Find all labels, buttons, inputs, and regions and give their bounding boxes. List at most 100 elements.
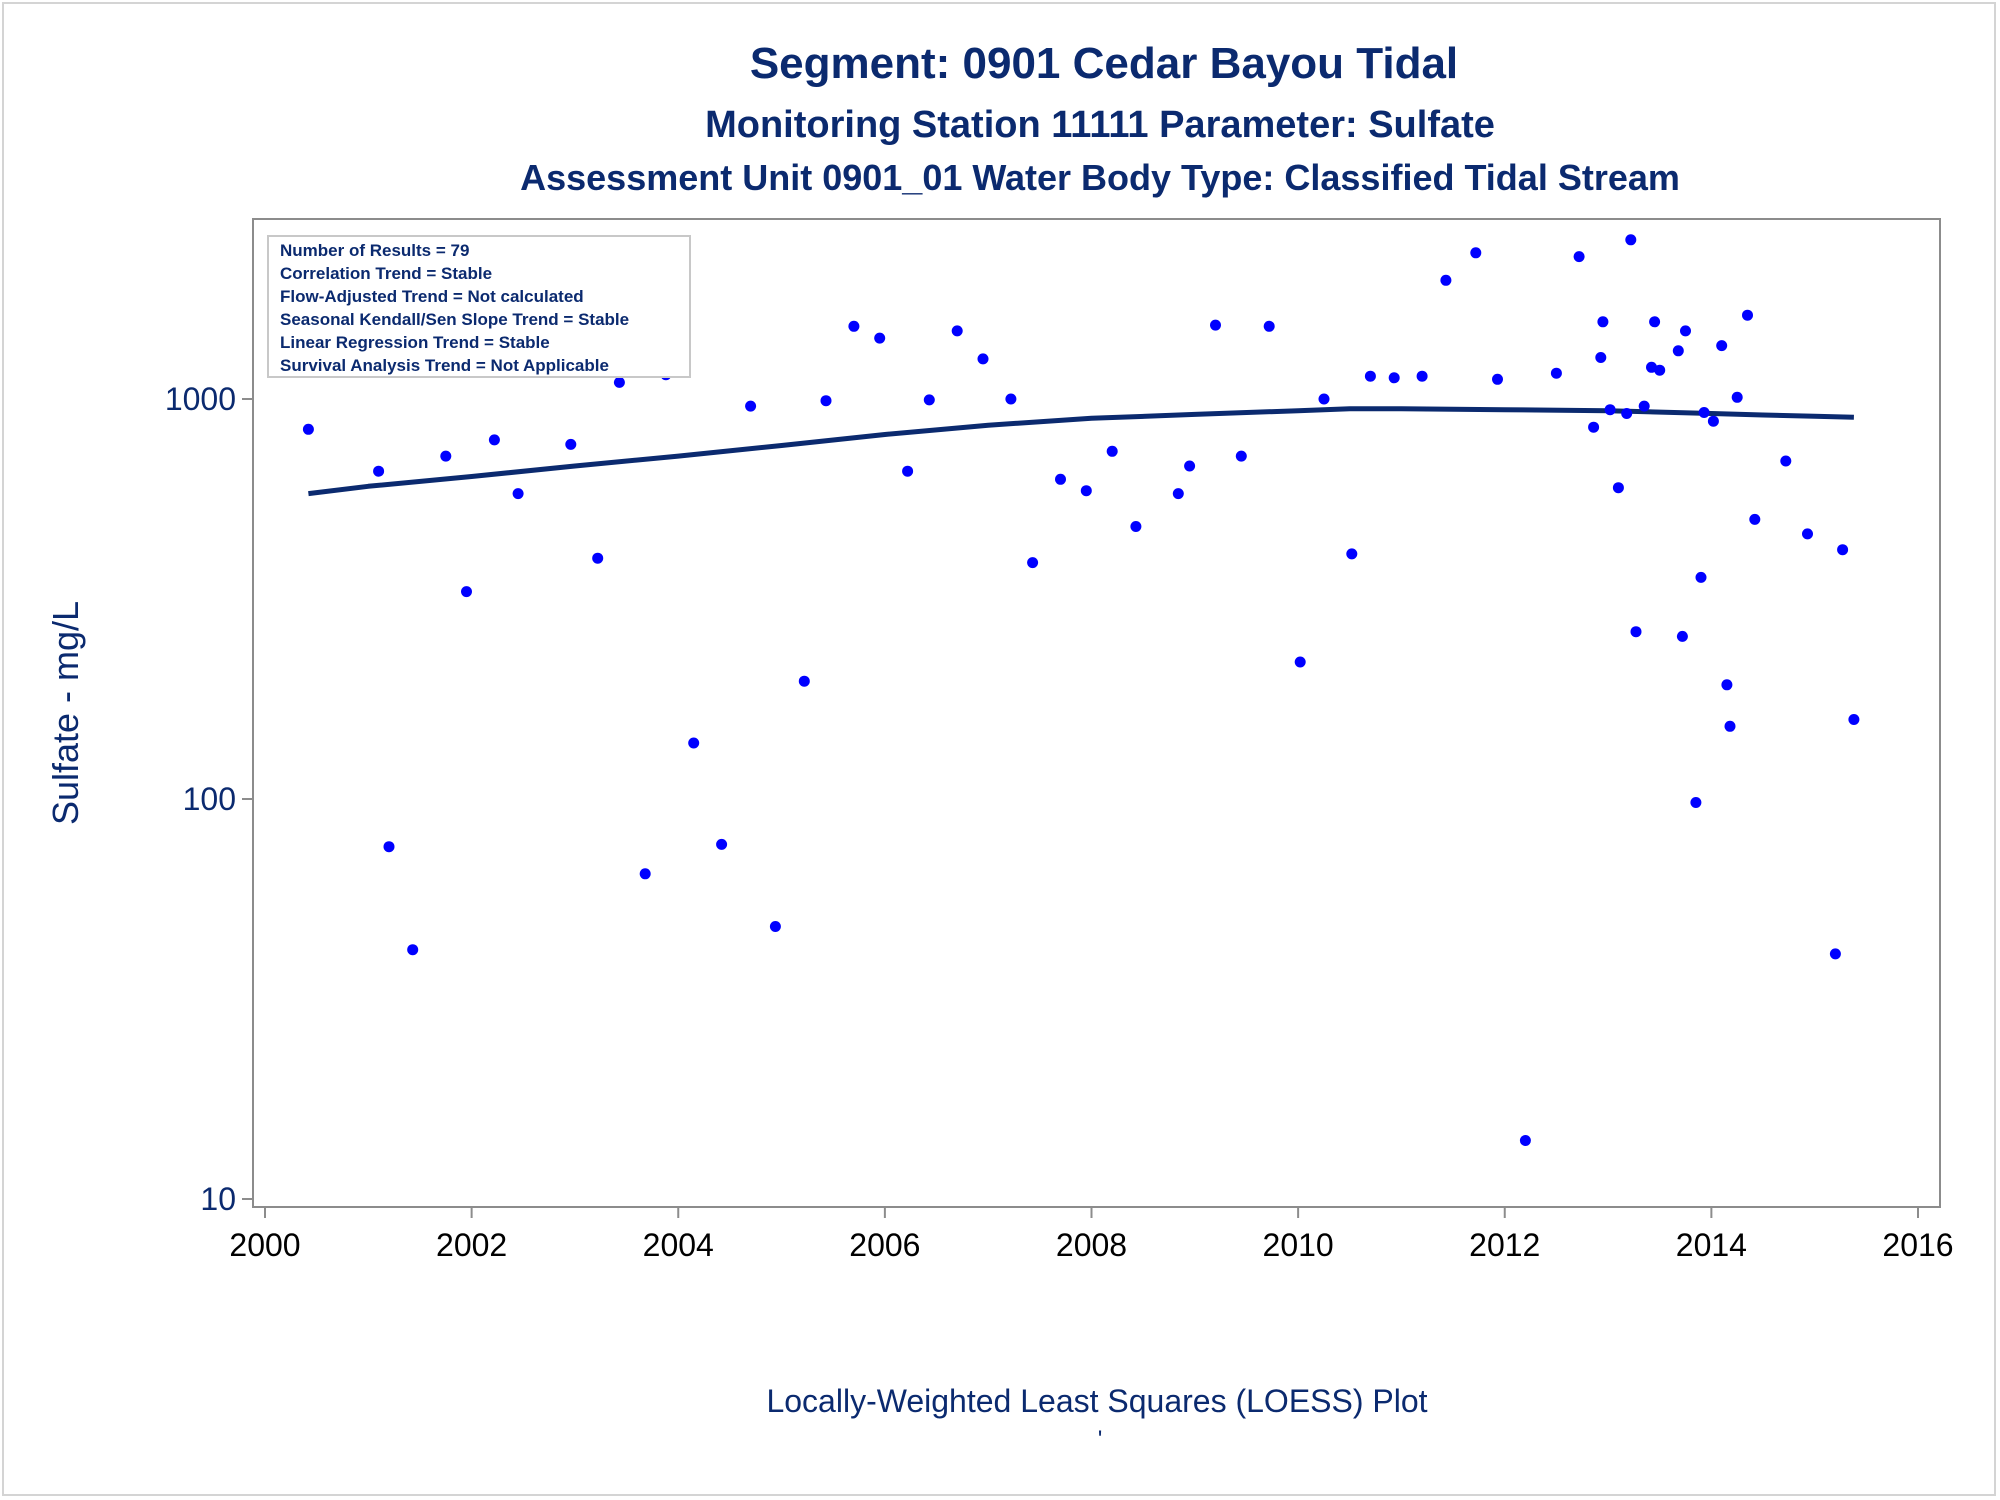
data-point: [688, 737, 700, 749]
x-axis: 2000 2002 2004 2006 2008 2010 2012 2014 2016: [229, 1207, 1954, 1263]
data-point: [874, 332, 886, 344]
data-point: [1621, 408, 1633, 419]
data-point: [1721, 679, 1733, 691]
stats-line-survival: Survival Analysis Trend = Not Applicable: [280, 356, 609, 375]
data-point: [848, 320, 860, 332]
data-point: [1492, 373, 1503, 385]
data-point: [1573, 251, 1585, 263]
x-tick-label: 2014: [1676, 1227, 1747, 1263]
data-point: [951, 325, 963, 337]
data-point: [1802, 528, 1813, 540]
data-point: [1172, 488, 1184, 500]
data-point: [1027, 557, 1039, 569]
y-tick-label: 100: [183, 781, 236, 817]
x-tick-label: 2000: [229, 1227, 300, 1263]
data-point: [1235, 450, 1247, 462]
data-point: [1630, 626, 1642, 638]
data-point: [1625, 234, 1637, 246]
data-point: [440, 450, 452, 462]
chart-subtitle-2: Assessment Unit 0901_01 Water Body Type:…: [520, 157, 1680, 198]
data-point: [1210, 319, 1221, 331]
x-tick-label: 2010: [1263, 1227, 1334, 1263]
data-point: [1440, 274, 1452, 286]
data-point: [1364, 370, 1376, 382]
data-point: [1724, 720, 1736, 732]
data-point: [1690, 797, 1702, 808]
data-point: [1676, 630, 1688, 642]
x-tick-label: 2002: [436, 1227, 507, 1263]
y-tick-label: 10: [200, 1181, 236, 1217]
stats-box-border: [267, 235, 691, 378]
data-point: [461, 586, 472, 598]
x-tick-label: 2006: [849, 1227, 920, 1263]
data-point: [592, 552, 604, 564]
stats-line-flow-adjusted: Flow-Adjusted Trend = Not calculated: [280, 287, 584, 306]
y-tick-label: 1000: [165, 381, 236, 417]
data-point: [1055, 473, 1066, 485]
data-point: [1550, 367, 1562, 379]
y-axis-label: Sulfate - mg/L: [45, 601, 86, 825]
data-point: [1749, 513, 1761, 525]
x-tick-label: 2012: [1469, 1227, 1540, 1263]
data-point: [1318, 393, 1330, 405]
data-point: [1470, 247, 1482, 259]
data-point: [565, 438, 577, 450]
stats-box: Number of Results = 79 Correlation Trend…: [267, 235, 691, 378]
data-point: [1597, 316, 1609, 328]
stats-line-results: Number of Results = 79: [280, 241, 469, 260]
y-axis: 10 100 1000: [165, 381, 253, 1217]
data-point: [1638, 400, 1650, 412]
data-point: [820, 395, 832, 407]
data-point: [1080, 485, 1092, 497]
chart-title: Segment: 0901 Cedar Bayou Tidal: [750, 39, 1458, 88]
data-point: [1294, 656, 1306, 668]
data-point: [1654, 364, 1666, 376]
data-point: [1612, 482, 1624, 494]
data-point: [977, 353, 989, 365]
data-point: [798, 675, 810, 687]
data-point: [769, 921, 781, 932]
data-point: [1388, 372, 1400, 384]
data-point: [613, 376, 625, 388]
data-point: [1680, 325, 1691, 337]
data-point: [1742, 309, 1753, 321]
data-point: [373, 465, 385, 477]
data-point: [1829, 948, 1841, 960]
data-point: [1416, 370, 1428, 382]
data-point: [1130, 521, 1142, 532]
data-point: [1848, 714, 1860, 725]
data-point: [488, 434, 500, 446]
data-point: [1695, 571, 1707, 583]
data-point: [1698, 407, 1710, 418]
data-point: [1780, 455, 1792, 467]
data-point: [639, 868, 651, 880]
data-point: [1707, 415, 1719, 427]
chart-subtitle: Monitoring Station 11111 Parameter: Sulf…: [705, 104, 1495, 146]
points-layer: [302, 234, 1860, 1146]
loess-line: [308, 406, 1854, 497]
data-point: [407, 944, 419, 956]
data-point: [1184, 460, 1196, 472]
data-point: [1263, 320, 1275, 332]
data-point: [1649, 316, 1661, 328]
stats-line-correlation: Correlation Trend = Stable: [280, 264, 492, 283]
footnote-mark: ': [1098, 1426, 1103, 1453]
data-point: [302, 423, 314, 435]
data-point: [923, 394, 935, 406]
data-point: [716, 838, 728, 850]
data-point: [512, 488, 524, 500]
chart-footnote: Locally-Weighted Least Squares (LOESS) P…: [766, 1383, 1427, 1419]
x-tick-label: 2004: [643, 1227, 714, 1263]
data-point: [1005, 393, 1017, 405]
data-point: [1731, 391, 1743, 403]
stats-line-seasonal-kendall: Seasonal Kendall/Sen Slope Trend = Stabl…: [280, 310, 629, 329]
data-point: [1604, 404, 1616, 416]
data-point: [1106, 445, 1118, 457]
data-point: [745, 400, 757, 412]
data-point: [1346, 548, 1358, 560]
x-tick-label: 2016: [1882, 1227, 1953, 1263]
data-point: [902, 465, 914, 477]
data-point: [383, 841, 395, 853]
x-tick-label: 2008: [1056, 1227, 1127, 1263]
